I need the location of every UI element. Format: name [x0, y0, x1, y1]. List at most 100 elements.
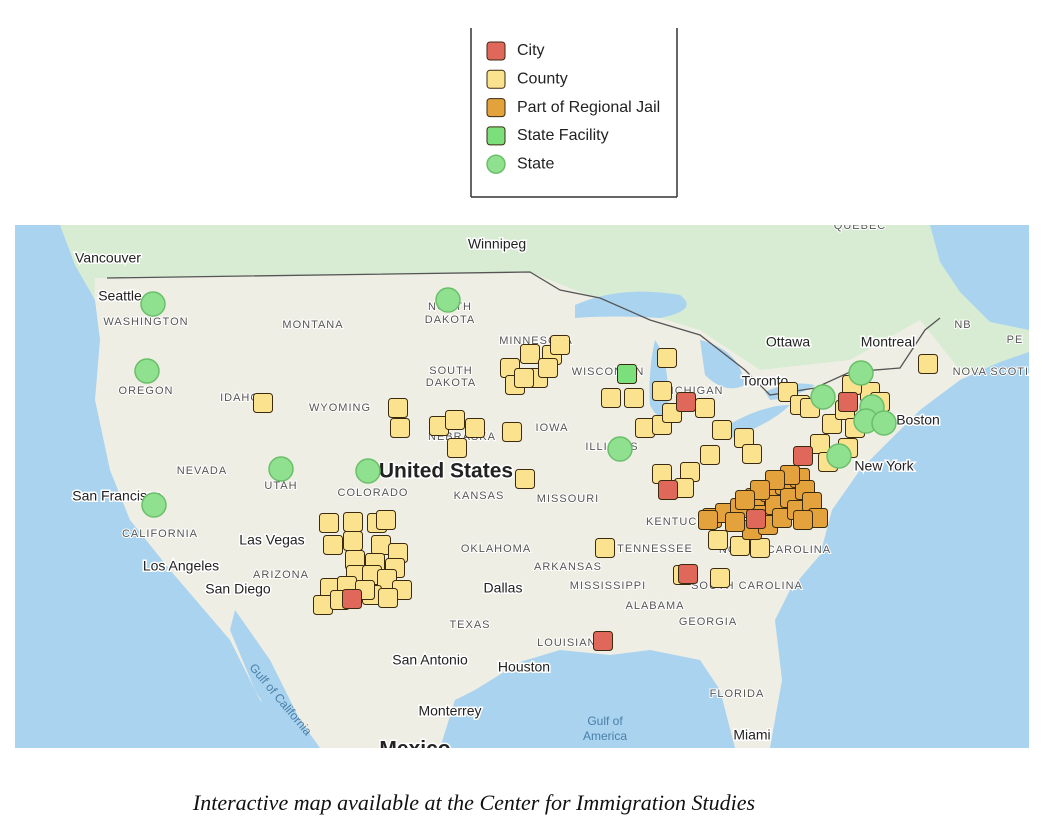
place-label: SOUTH: [429, 365, 473, 377]
place-label: Boston: [896, 412, 940, 428]
place-label: WASHINGTON: [103, 316, 188, 328]
place-label: Gulf of: [587, 714, 623, 728]
place-label: PE: [1007, 334, 1024, 346]
place-label: OKLAHOMA: [461, 543, 531, 555]
marker: [390, 418, 410, 438]
place-label: Montreal: [861, 334, 915, 350]
marker: [550, 335, 570, 355]
legend-label: State Facility: [517, 127, 609, 144]
place-label: Ottawa: [766, 334, 811, 350]
marker: [376, 510, 396, 530]
marker: [725, 512, 745, 532]
place-label: MISSISSIPPI: [570, 580, 646, 592]
marker: [617, 364, 637, 384]
marker: [355, 458, 381, 484]
legend-label: State: [517, 155, 554, 172]
legend-icon: [486, 154, 506, 174]
place-label: New York: [854, 458, 914, 474]
marker: [624, 388, 644, 408]
place-label: LOUISIANA: [537, 637, 605, 649]
marker: [268, 456, 294, 482]
place-label: KANSAS: [454, 490, 505, 502]
marker: [134, 358, 160, 384]
legend-label: City: [517, 42, 545, 59]
marker: [793, 446, 813, 466]
place-label: NOVA SCOTIA: [953, 366, 1038, 378]
marker: [323, 535, 343, 555]
place-label: SOUTH CAROLINA: [691, 580, 803, 592]
marker: [342, 589, 362, 609]
place-label: ARKANSAS: [534, 561, 602, 573]
place-label: Houston: [498, 659, 550, 675]
marker: [698, 510, 718, 530]
marker: [447, 438, 467, 458]
place-label: Vancouver: [75, 250, 141, 266]
marker: [388, 398, 408, 418]
marker: [520, 344, 540, 364]
caption: Interactive map available at the Center …: [192, 790, 755, 815]
place-label: IDAHO: [220, 392, 260, 404]
marker: [810, 434, 830, 454]
marker: [538, 358, 558, 378]
marker: [708, 530, 728, 550]
marker: [502, 422, 522, 442]
marker: [595, 538, 615, 558]
marker: [343, 531, 363, 551]
place-label: DAKOTA: [426, 377, 476, 389]
legend-label: County: [517, 71, 568, 88]
marker: [742, 444, 762, 464]
place-label: Seattle: [98, 288, 142, 304]
marker: [515, 469, 535, 489]
marker: [695, 398, 715, 418]
place-label: NEVADA: [177, 465, 227, 477]
place-label: WYOMING: [309, 402, 371, 414]
marker: [750, 538, 770, 558]
marker: [712, 420, 732, 440]
marker: [253, 393, 273, 413]
place-label: IOWA: [536, 422, 569, 434]
legend-icon: [486, 126, 506, 146]
legend-icon: [486, 69, 506, 89]
place-label: FLORIDA: [710, 688, 765, 700]
place-label: MICHIGAN: [661, 385, 724, 397]
marker: [465, 418, 485, 438]
marker: [435, 287, 461, 313]
map[interactable]: Winnipeg Vancouver Seattle WASHINGTON MONTAN…: [15, 220, 1037, 761]
marker: [657, 348, 677, 368]
place-label: Winnipeg: [468, 236, 526, 252]
place-label: Mexico: [379, 738, 450, 761]
place-label: TEXAS: [449, 619, 490, 631]
marker: [313, 595, 333, 615]
marker: [607, 436, 633, 462]
place-label: Los Angeles: [143, 558, 219, 574]
marker: [658, 480, 678, 500]
marker: [918, 354, 938, 374]
place-label: KENTUCKY: [646, 516, 714, 528]
marker: [848, 360, 874, 386]
place-label: UTAH: [264, 480, 297, 492]
place-label: DAKOTA: [425, 314, 475, 326]
marker: [593, 631, 613, 651]
marker: [710, 568, 730, 588]
marker: [445, 410, 465, 430]
marker: [838, 392, 858, 412]
place-label: ARIZONA: [253, 569, 309, 581]
marker: [676, 392, 696, 412]
marker: [514, 368, 534, 388]
place-label: OREGON: [119, 385, 174, 397]
place-label: America: [583, 729, 627, 743]
place-label: CALIFORNIA: [122, 528, 198, 540]
place-label: San Antonio: [392, 652, 468, 668]
marker: [141, 492, 167, 518]
marker: [140, 291, 166, 317]
place-label: Miami: [733, 727, 770, 743]
marker: [700, 445, 720, 465]
legend: City County Part of Regional Jail State Fac…: [470, 28, 678, 198]
place-label: United States: [379, 460, 513, 483]
legend-icon: [486, 98, 506, 118]
place-label: Monterrey: [418, 703, 481, 719]
marker: [652, 381, 672, 401]
place-label: TENNESSEE: [617, 543, 693, 555]
marker: [810, 384, 836, 410]
